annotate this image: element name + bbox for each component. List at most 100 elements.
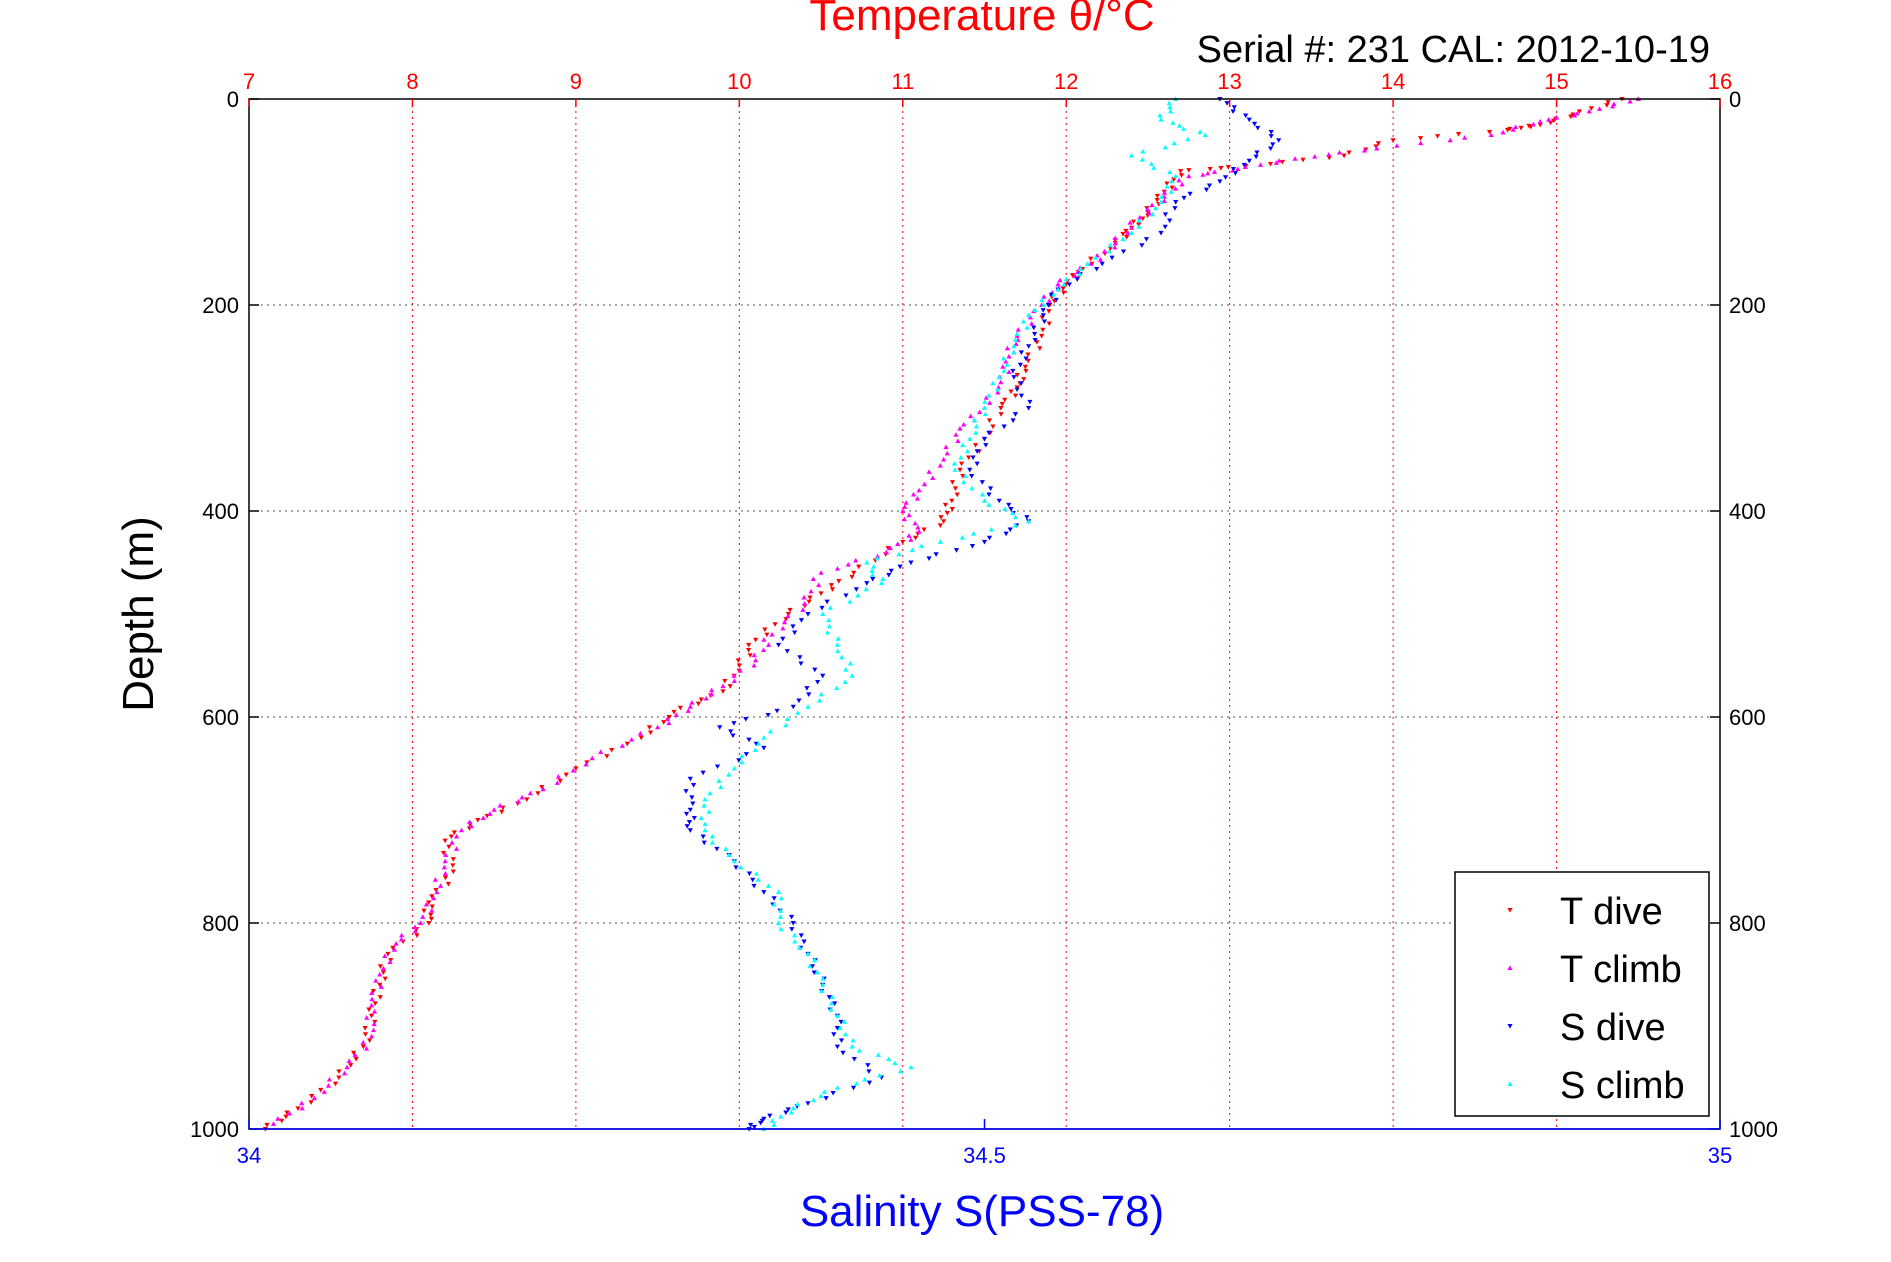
data-point	[900, 508, 906, 513]
data-point	[412, 924, 418, 930]
tick-label-left: 400	[202, 499, 239, 524]
data-point	[1162, 224, 1168, 230]
data-point	[445, 881, 451, 887]
data-point	[368, 1002, 375, 1008]
data-point	[959, 461, 965, 467]
data-point	[777, 914, 784, 919]
data-point	[750, 877, 756, 883]
data-point	[981, 405, 988, 410]
data-point	[371, 1021, 377, 1026]
data-point	[366, 1007, 372, 1013]
data-point	[847, 599, 853, 604]
data-point	[370, 1027, 377, 1033]
data-point	[1032, 338, 1038, 343]
data-point	[792, 938, 798, 944]
data-point	[838, 1038, 845, 1044]
data-point	[970, 455, 976, 461]
data-point	[1031, 325, 1037, 331]
data-point	[780, 625, 786, 631]
data-point	[1011, 375, 1017, 380]
data-point	[1006, 353, 1012, 359]
data-point	[1026, 312, 1032, 318]
data-point	[624, 741, 630, 747]
data-point	[414, 933, 420, 938]
data-point	[443, 852, 449, 858]
tick-label-top: 16	[1708, 69, 1732, 94]
data-point	[767, 728, 774, 734]
data-point	[1554, 114, 1560, 120]
data-point	[752, 747, 758, 752]
data-point	[1200, 172, 1206, 177]
data-point	[442, 858, 448, 864]
data-point	[299, 1100, 305, 1106]
data-point	[1222, 175, 1229, 180]
data-point	[805, 951, 811, 956]
data-point	[1146, 210, 1153, 216]
data-point	[855, 592, 861, 598]
data-point	[801, 939, 807, 945]
data-point	[820, 611, 826, 616]
data-point	[1341, 153, 1347, 159]
data-point	[974, 461, 980, 467]
data-point	[731, 858, 738, 864]
data-point	[573, 766, 579, 772]
data-point	[990, 424, 996, 430]
data-point	[1112, 240, 1118, 246]
data-point	[448, 834, 454, 840]
data-point	[1074, 277, 1080, 282]
series-layer	[262, 96, 1641, 1132]
data-point	[1166, 100, 1172, 106]
data-point	[1510, 127, 1516, 132]
data-point	[1374, 145, 1380, 151]
data-point	[1136, 217, 1142, 223]
data-point	[372, 1001, 378, 1006]
data-point	[429, 908, 435, 913]
data-point	[953, 432, 959, 437]
data-point	[818, 1093, 824, 1099]
data-point	[834, 566, 841, 571]
data-point	[903, 500, 909, 505]
data-point	[368, 1033, 375, 1039]
data-point	[362, 1026, 368, 1031]
tick-label-top: 11	[891, 69, 914, 94]
data-point	[967, 467, 973, 473]
data-point	[449, 840, 455, 845]
data-point	[727, 684, 733, 689]
data-point	[969, 544, 976, 549]
data-point	[789, 927, 795, 932]
tick-label-top: 9	[570, 69, 582, 94]
data-point	[816, 582, 822, 588]
data-point	[1300, 157, 1306, 163]
data-point	[765, 883, 772, 888]
data-point	[1006, 369, 1012, 374]
data-point	[1537, 122, 1543, 128]
data-point	[824, 629, 831, 635]
data-point	[1267, 161, 1274, 167]
data-point	[888, 568, 894, 574]
data-point	[887, 545, 893, 551]
data-point	[1172, 206, 1178, 211]
data-point	[1143, 237, 1150, 242]
data-point	[1039, 333, 1045, 339]
data-point	[1202, 132, 1208, 138]
data-point	[969, 473, 975, 479]
data-point	[1162, 144, 1168, 150]
data-point	[391, 947, 398, 952]
data-point	[755, 877, 761, 882]
data-point	[1018, 350, 1024, 355]
data-point	[380, 965, 387, 971]
data-point	[1024, 515, 1030, 520]
data-point	[886, 1056, 892, 1061]
data-point	[1394, 143, 1400, 148]
tick-label-top: 8	[406, 69, 418, 94]
data-point	[830, 1090, 836, 1096]
data-point	[372, 1019, 378, 1025]
data-point	[961, 479, 967, 485]
data-point	[847, 660, 854, 666]
legend-entry: T climb	[1560, 949, 1682, 991]
data-point	[1172, 186, 1179, 191]
data-point	[1026, 344, 1032, 349]
data-point	[283, 1114, 289, 1120]
data-point	[1055, 286, 1061, 292]
legend-marker	[1507, 965, 1513, 970]
